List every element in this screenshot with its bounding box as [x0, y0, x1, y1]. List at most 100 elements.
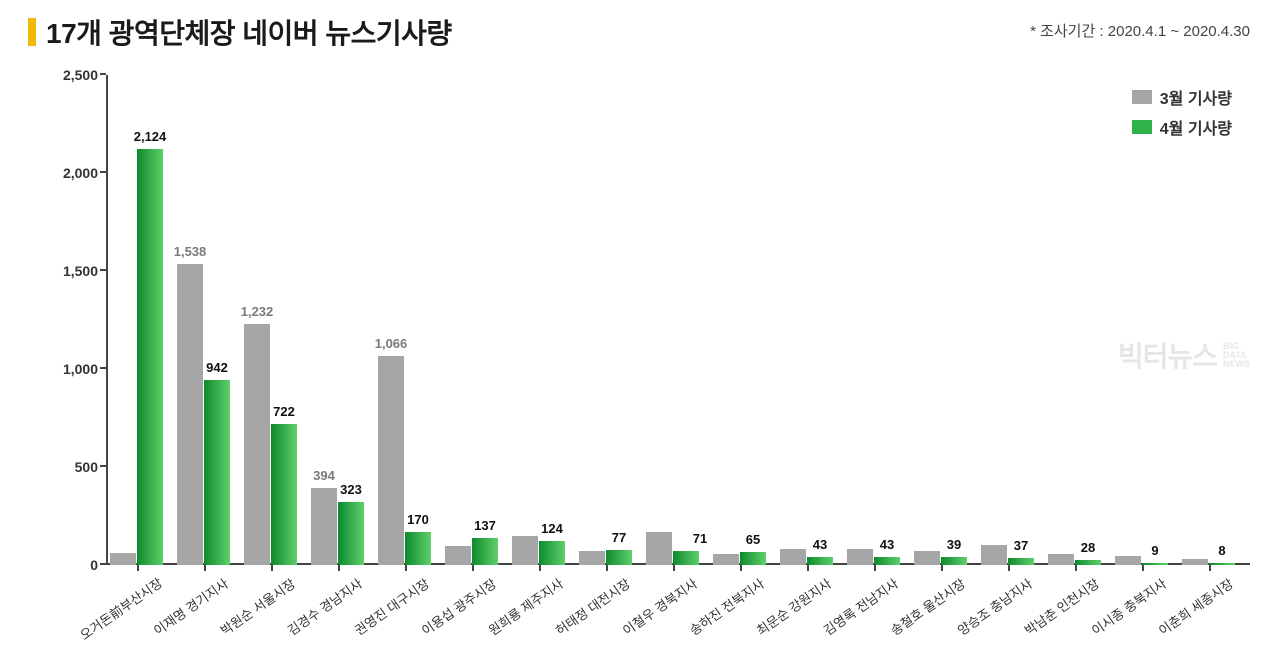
bar-value-label-april: 39 — [947, 537, 961, 552]
bar-april: 39 — [941, 557, 967, 565]
bar-group: 37 — [981, 545, 1034, 565]
x-axis-labels: 오거돈前부산시장이재명 경기지사박원순 서울시장김경수 경남지사권영진 대구시장… — [106, 573, 1250, 653]
bar-value-label-april: 28 — [1081, 540, 1095, 555]
bar-value-label-april: 722 — [273, 404, 295, 419]
y-tick-label: 1,000 — [63, 361, 98, 377]
legend-item: 4월 기사량 — [1132, 115, 1232, 139]
bar-april: 65 — [740, 552, 766, 565]
x-tick-mark — [271, 565, 273, 571]
y-tick-label: 500 — [75, 459, 98, 475]
x-tick-mark — [1209, 565, 1211, 571]
bar-value-label-april: 9 — [1151, 543, 1158, 558]
bar-value-label-april: 77 — [612, 530, 626, 545]
bar-march — [713, 554, 739, 565]
x-tick-mark — [673, 565, 675, 571]
bar-group: 137 — [445, 538, 498, 565]
bar-march — [780, 549, 806, 565]
x-tick-mark — [405, 565, 407, 571]
bar-group: 28 — [1048, 554, 1101, 565]
y-tick-label: 2,500 — [63, 67, 98, 83]
bar-value-label-april: 8 — [1218, 543, 1225, 558]
bar-april: 43 — [874, 557, 900, 565]
y-axis-line — [106, 75, 108, 565]
bar-group: 65 — [713, 552, 766, 565]
bar-group: 9 — [1115, 556, 1168, 565]
bar-april: 77 — [606, 550, 632, 565]
bar-april: 170 — [405, 532, 431, 565]
bar-march — [914, 551, 940, 565]
bar-march — [981, 545, 1007, 565]
legend-swatch-icon — [1132, 90, 1152, 104]
page-title: 17개 광역단체장 네이버 뉴스기사량 — [46, 12, 452, 52]
y-tick-mark — [100, 563, 106, 565]
bar-group: 43 — [780, 549, 833, 565]
plot-area: 3월 기사량4월 기사량 2,1241,5389421,232722394323… — [106, 75, 1250, 565]
survey-period: * 조사기간 : 2020.4.1 ~ 2020.4.30 — [1030, 12, 1250, 41]
watermark-sub: BIG DATA NEWS — [1223, 342, 1250, 369]
y-tick-mark — [100, 367, 106, 369]
title-bullet-icon — [28, 18, 36, 46]
x-tick-mark — [539, 565, 541, 571]
title-wrap: 17개 광역단체장 네이버 뉴스기사량 — [28, 12, 452, 52]
bar-march — [847, 549, 873, 565]
x-tick-mark — [472, 565, 474, 571]
bar-april: 722 — [271, 424, 297, 566]
x-tick-mark — [1142, 565, 1144, 571]
bar-april: 43 — [807, 557, 833, 565]
bar-april: 323 — [338, 502, 364, 565]
legend-item: 3월 기사량 — [1132, 85, 1232, 109]
bar-value-label-april: 43 — [880, 537, 894, 552]
watermark: 빅터뉴스 BIG DATA NEWS — [1118, 335, 1250, 375]
bar-march — [1048, 554, 1074, 565]
bar-group: 1,538942 — [177, 264, 230, 565]
x-tick-mark — [740, 565, 742, 571]
bar-value-label-april: 37 — [1014, 538, 1028, 553]
bar-group: 77 — [579, 550, 632, 565]
bar-march — [646, 532, 672, 565]
bar-march: 1,066 — [378, 356, 404, 565]
bar-april: 942 — [204, 380, 230, 565]
y-tick-label: 2,000 — [63, 165, 98, 181]
bar-group: 1,066170 — [378, 356, 431, 565]
bar-march: 1,538 — [177, 264, 203, 565]
bar-april: 8 — [1209, 563, 1235, 565]
y-tick-label: 0 — [90, 557, 98, 573]
bar-value-label-march: 1,066 — [375, 336, 408, 351]
bar-april: 124 — [539, 541, 565, 565]
y-tick-mark — [100, 465, 106, 467]
x-tick-mark — [204, 565, 206, 571]
bar-value-label-march: 1,232 — [241, 304, 274, 319]
x-tick-mark — [1008, 565, 1010, 571]
bar-march — [512, 536, 538, 565]
bar-chart: 05001,0001,5002,0002,500 3월 기사량4월 기사량 2,… — [50, 75, 1250, 565]
bar-march: 394 — [311, 488, 337, 565]
bar-april: 28 — [1075, 560, 1101, 565]
bar-march — [1115, 556, 1141, 565]
x-tick-mark — [941, 565, 943, 571]
bar-march — [445, 546, 471, 565]
y-tick-label: 1,500 — [63, 263, 98, 279]
x-tick-mark — [807, 565, 809, 571]
y-tick-mark — [100, 73, 106, 75]
x-tick-mark — [874, 565, 876, 571]
x-tick-mark — [338, 565, 340, 571]
x-axis-label: 오거돈前부산시장 — [75, 573, 165, 644]
bar-value-label-april: 43 — [813, 537, 827, 552]
bar-value-label-march: 1,538 — [174, 244, 207, 259]
bar-march — [110, 553, 136, 565]
bar-march: 1,232 — [244, 324, 270, 565]
bar-group: 39 — [914, 551, 967, 565]
bar-april: 137 — [472, 538, 498, 565]
x-tick-mark — [1075, 565, 1077, 571]
x-tick-mark — [606, 565, 608, 571]
bar-value-label-april: 170 — [407, 512, 429, 527]
y-tick-mark — [100, 269, 106, 271]
legend-label: 3월 기사량 — [1160, 85, 1232, 109]
legend-swatch-icon — [1132, 120, 1152, 134]
header: 17개 광역단체장 네이버 뉴스기사량 * 조사기간 : 2020.4.1 ~ … — [0, 0, 1280, 52]
bar-group: 124 — [512, 536, 565, 565]
bar-value-label-april: 137 — [474, 518, 496, 533]
bar-april: 2,124 — [137, 149, 163, 565]
bar-march — [1182, 559, 1208, 565]
bar-value-label-april: 71 — [693, 531, 707, 546]
